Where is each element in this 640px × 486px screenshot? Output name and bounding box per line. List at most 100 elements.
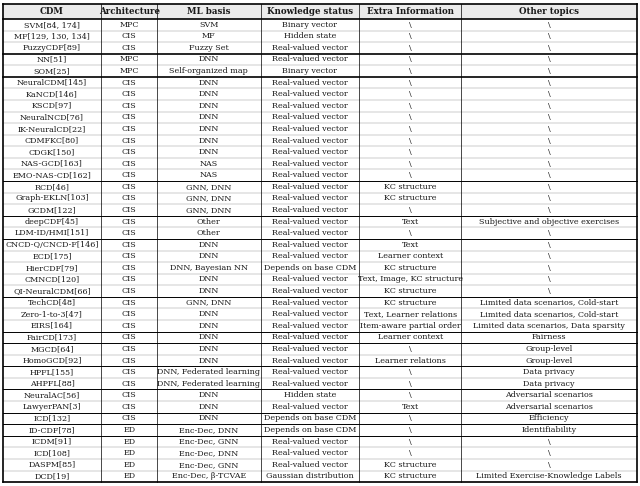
Text: MF[129, 130, 134]: MF[129, 130, 134] — [14, 32, 90, 40]
Text: KC structure: KC structure — [384, 298, 436, 307]
Text: DNN: DNN — [198, 403, 219, 411]
Text: Real-valued vector: Real-valued vector — [272, 55, 348, 64]
Text: SVM: SVM — [199, 21, 218, 29]
Text: CIS: CIS — [122, 32, 136, 40]
Text: CIS: CIS — [122, 137, 136, 144]
Text: Depends on base CDM: Depends on base CDM — [264, 264, 356, 272]
Text: DNN: DNN — [198, 333, 219, 341]
Text: ED: ED — [123, 426, 135, 434]
Text: RCD[46]: RCD[46] — [35, 183, 70, 191]
Text: ED: ED — [123, 472, 135, 480]
Text: EIRS[164]: EIRS[164] — [31, 322, 73, 330]
Text: KC structure: KC structure — [384, 472, 436, 480]
Text: \: \ — [409, 415, 412, 422]
Text: \: \ — [548, 206, 550, 214]
Text: GNN, DNN: GNN, DNN — [186, 298, 232, 307]
Text: Limited data scenarios, Data sparsity: Limited data scenarios, Data sparsity — [474, 322, 625, 330]
Text: DNN: DNN — [198, 79, 219, 87]
Text: CDM: CDM — [40, 7, 64, 16]
Text: DNN: DNN — [198, 252, 219, 260]
Text: \: \ — [548, 252, 550, 260]
Text: \: \ — [548, 32, 550, 40]
Bar — [3, 4, 637, 19]
Text: MPC: MPC — [120, 67, 139, 75]
Text: Enc-Dec, DNN: Enc-Dec, DNN — [179, 449, 238, 457]
Text: MF: MF — [202, 32, 216, 40]
Text: DNN, Federated learning: DNN, Federated learning — [157, 368, 260, 376]
Text: GCDM[122]: GCDM[122] — [28, 206, 76, 214]
Text: \: \ — [548, 449, 550, 457]
Text: Real-valued vector: Real-valued vector — [272, 125, 348, 133]
Text: DNN: DNN — [198, 90, 219, 98]
Text: Real-valued vector: Real-valued vector — [272, 171, 348, 179]
Text: Subjective and objective exercises: Subjective and objective exercises — [479, 218, 620, 226]
Text: \: \ — [548, 79, 550, 87]
Text: DNN: DNN — [198, 310, 219, 318]
Text: MPC: MPC — [120, 21, 139, 29]
Text: KC structure: KC structure — [384, 287, 436, 295]
Text: \: \ — [409, 206, 412, 214]
Text: CIS: CIS — [122, 391, 136, 399]
Text: DNN: DNN — [198, 276, 219, 283]
Text: KC structure: KC structure — [384, 264, 436, 272]
Text: \: \ — [409, 67, 412, 75]
Text: AHPFL[88]: AHPFL[88] — [29, 380, 74, 388]
Text: Text, Learner relations: Text, Learner relations — [364, 310, 457, 318]
Text: \: \ — [409, 345, 412, 353]
Text: Limited data scenarios, Cold-start: Limited data scenarios, Cold-start — [480, 310, 618, 318]
Text: Text: Text — [401, 218, 419, 226]
Text: Learner relations: Learner relations — [375, 357, 445, 364]
Text: GNN, DNN: GNN, DNN — [186, 183, 232, 191]
Text: Real-valued vector: Real-valued vector — [272, 183, 348, 191]
Text: \: \ — [409, 137, 412, 144]
Text: Real-valued vector: Real-valued vector — [272, 44, 348, 52]
Text: \: \ — [548, 55, 550, 64]
Text: Real-valued vector: Real-valued vector — [272, 357, 348, 364]
Text: CDMFKC[80]: CDMFKC[80] — [25, 137, 79, 144]
Text: DNN, Bayesian NN: DNN, Bayesian NN — [170, 264, 248, 272]
Text: NeuralCDM[145]: NeuralCDM[145] — [17, 79, 87, 87]
Text: CIS: CIS — [122, 276, 136, 283]
Text: Real-valued vector: Real-valued vector — [272, 148, 348, 156]
Text: \: \ — [548, 125, 550, 133]
Text: Real-valued vector: Real-valued vector — [272, 229, 348, 237]
Text: SOM[25]: SOM[25] — [34, 67, 70, 75]
Text: Real-valued vector: Real-valued vector — [272, 298, 348, 307]
Text: \: \ — [409, 426, 412, 434]
Text: Self-organized map: Self-organized map — [170, 67, 248, 75]
Text: Text, Image, KC structure: Text, Image, KC structure — [358, 276, 463, 283]
Text: Fuzzy Set: Fuzzy Set — [189, 44, 228, 52]
Text: KSCD[97]: KSCD[97] — [32, 102, 72, 110]
Text: Real-valued vector: Real-valued vector — [272, 380, 348, 388]
Text: Real-valued vector: Real-valued vector — [272, 345, 348, 353]
Text: \: \ — [548, 148, 550, 156]
Text: Real-valued vector: Real-valued vector — [272, 241, 348, 249]
Text: \: \ — [548, 113, 550, 122]
Text: CIS: CIS — [122, 171, 136, 179]
Text: \: \ — [548, 229, 550, 237]
Text: NAS: NAS — [200, 160, 218, 168]
Text: Other: Other — [197, 229, 221, 237]
Text: \: \ — [409, 79, 412, 87]
Text: CIS: CIS — [122, 415, 136, 422]
Text: DNN: DNN — [198, 241, 219, 249]
Text: Adversarial scenarios: Adversarial scenarios — [506, 403, 593, 411]
Text: \: \ — [548, 90, 550, 98]
Text: NeuralAC[56]: NeuralAC[56] — [24, 391, 80, 399]
Text: IK-NeuralCD[22]: IK-NeuralCD[22] — [18, 125, 86, 133]
Text: \: \ — [548, 21, 550, 29]
Text: \: \ — [548, 44, 550, 52]
Text: Real-valued vector: Real-valued vector — [272, 461, 348, 469]
Text: EMO-NAS-CD[162]: EMO-NAS-CD[162] — [13, 171, 92, 179]
Text: CIS: CIS — [122, 183, 136, 191]
Text: CIS: CIS — [122, 310, 136, 318]
Text: Real-valued vector: Real-valued vector — [272, 160, 348, 168]
Text: FuzzyCDF[89]: FuzzyCDF[89] — [23, 44, 81, 52]
Text: \: \ — [548, 287, 550, 295]
Text: DNN: DNN — [198, 137, 219, 144]
Text: NeuralNCD[76]: NeuralNCD[76] — [20, 113, 84, 122]
Text: ED: ED — [123, 449, 135, 457]
Text: Data privacy: Data privacy — [524, 368, 575, 376]
Text: DCD[19]: DCD[19] — [35, 472, 70, 480]
Text: \: \ — [548, 437, 550, 446]
